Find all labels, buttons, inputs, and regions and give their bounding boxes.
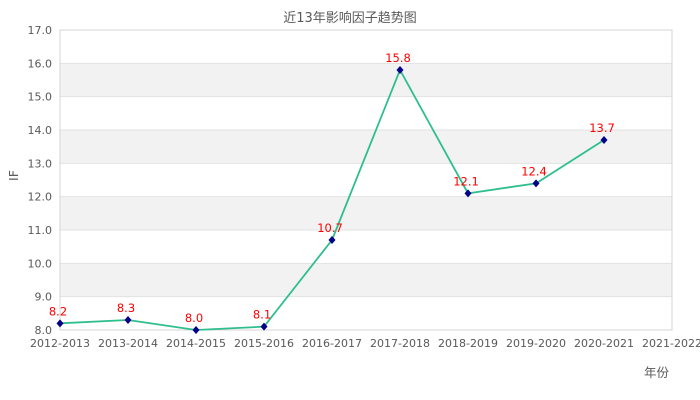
data-point-label: 8.2 (49, 304, 67, 318)
data-point-label: 8.1 (253, 308, 271, 322)
x-tick-label: 2013-2014 (98, 337, 158, 350)
x-tick-label: 2017-2018 (370, 337, 430, 350)
data-point-marker (124, 316, 132, 324)
data-point-marker (464, 189, 472, 198)
data-point-marker (56, 319, 64, 328)
y-tick-label: 10.0 (28, 257, 53, 270)
plot-band (60, 63, 672, 97)
x-tick-label: 2019-2020 (506, 337, 566, 350)
plot-band (60, 263, 672, 297)
y-tick-label: 17.0 (28, 24, 53, 37)
data-point-label: 12.4 (521, 164, 547, 178)
x-tick-label: 2012-2013 (30, 337, 90, 350)
data-point-label: 10.7 (317, 221, 343, 235)
data-point-marker (532, 179, 540, 188)
data-point-label: 8.3 (117, 301, 135, 315)
x-tick-label: 2014-2015 (166, 337, 226, 350)
y-tick-label: 16.0 (28, 57, 53, 70)
chart-title: 近13年影响因子趋势图 (283, 11, 417, 26)
x-tick-label: 2020-2021 (574, 337, 634, 350)
data-point-label: 12.1 (453, 174, 479, 188)
data-point-marker (328, 236, 336, 244)
plot-band (60, 130, 672, 164)
plot-border (59, 29, 673, 331)
x-tick-label: 2015-2016 (234, 337, 294, 350)
data-point-marker (600, 136, 608, 144)
data-point-label: 15.8 (385, 51, 411, 65)
y-tick-label: 15.0 (28, 91, 53, 104)
data-point-label: 8.0 (185, 311, 203, 325)
data-point-marker (396, 66, 404, 74)
y-tick-label: 12.0 (28, 191, 53, 204)
y-tick-label: 9.0 (35, 291, 53, 304)
y-tick-label: 14.0 (28, 124, 53, 137)
x-tick-label: 2016-2017 (302, 337, 362, 350)
x-tick-label: 2018-2019 (438, 337, 498, 350)
y-tick-label: 13.0 (28, 157, 53, 170)
data-point-marker (260, 322, 268, 331)
x-tick-label: 2021-2022 (642, 337, 700, 350)
x-axis-title: 年份 (644, 365, 670, 380)
data-point-marker (192, 326, 200, 334)
plot-band (60, 196, 672, 230)
y-tick-label: 11.0 (28, 224, 53, 237)
data-point-label: 13.7 (589, 121, 615, 135)
y-tick-label: 8.0 (35, 324, 53, 337)
